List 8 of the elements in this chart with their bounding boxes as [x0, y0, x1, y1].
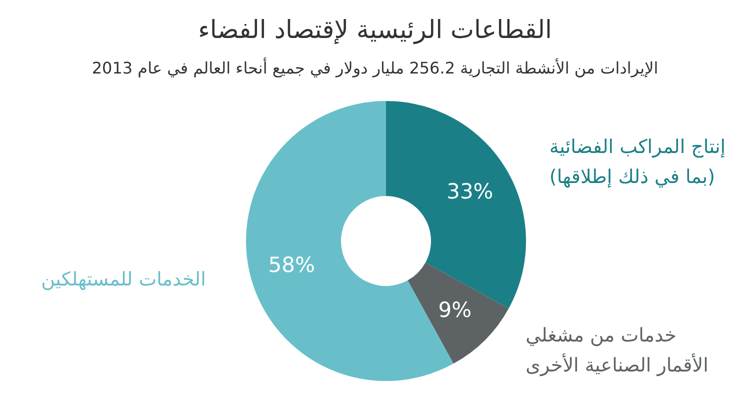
- data-label: 58%: [268, 253, 315, 278]
- slice-label: خدمات من مشغلي الأقمار الصناعية الأخرى: [526, 324, 708, 377]
- slice-label: إنتاج المراكب الفضائية (بما في ذلك إطلاقها): [549, 136, 726, 188]
- data-label: 33%: [446, 179, 494, 204]
- chart-title: القطاعات الرئيسية لإقتصاد الفضاء: [198, 15, 552, 45]
- data-label: 9%: [438, 298, 472, 322]
- slice-label: الخدمات للمستهلكين: [41, 268, 206, 291]
- chart-subtitle: الإيرادات من الأنشطة التجارية 256.2 مليار دولار في جميع أنحاء العالم في عام 2013: [92, 58, 658, 78]
